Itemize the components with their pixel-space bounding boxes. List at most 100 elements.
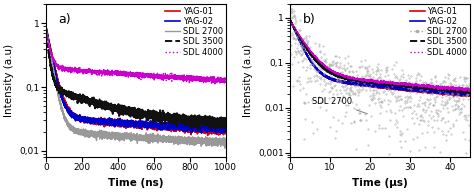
SDL 4000 [373, 80, 378, 83]
YAG-01 [365, 84, 370, 86]
SDL 4000 [453, 88, 458, 90]
SDL 2700 [120, 137, 126, 139]
YAG-02 [128, 122, 134, 125]
SDL 3500 [217, 120, 223, 122]
YAG-01 [209, 130, 214, 133]
SDL 4000 [118, 74, 124, 76]
YAG-01 [464, 95, 470, 98]
Y-axis label: Intensity (a.u): Intensity (a.u) [243, 44, 253, 117]
YAG-01 [418, 91, 424, 93]
SDL 4000 [287, 19, 293, 22]
YAG-02 [213, 132, 219, 134]
YAG-01 [205, 134, 210, 137]
SDL 2700 [371, 165, 376, 167]
Line: YAG-01: YAG-01 [290, 20, 470, 96]
YAG-01 [363, 84, 369, 86]
YAG-02 [120, 121, 126, 124]
X-axis label: Time (ns): Time (ns) [108, 178, 164, 188]
SDL 4000 [467, 89, 473, 91]
SDL 4000 [462, 88, 467, 90]
SDL 4000 [364, 79, 370, 81]
SDL 4000 [466, 90, 472, 93]
SDL 3500 [288, 20, 293, 22]
Line: YAG-02: YAG-02 [46, 27, 226, 133]
YAG-01 [453, 93, 458, 95]
SDL 4000 [128, 74, 134, 76]
SDL 3500 [363, 80, 369, 83]
SDL 2700 [208, 140, 214, 143]
YAG-02 [173, 127, 179, 130]
Text: b): b) [303, 13, 316, 26]
YAG-01 [217, 128, 223, 130]
YAG-01 [467, 94, 473, 97]
SDL 4000 [223, 78, 228, 80]
Text: a): a) [59, 13, 71, 26]
YAG-02 [467, 93, 473, 96]
SDL 4000 [208, 78, 214, 80]
SDL 3500 [173, 114, 179, 117]
SDL 3500 [287, 20, 293, 22]
SDL 2700 [309, 165, 315, 167]
SDL 3500 [462, 90, 467, 93]
Text: SDL 2700: SDL 2700 [312, 97, 367, 114]
Legend: YAG-01, YAG-02, SDL 2700, SDL 3500, SDL 4000: YAG-01, YAG-02, SDL 2700, SDL 3500, SDL … [409, 6, 468, 57]
SDL 3500 [373, 82, 378, 84]
YAG-02 [453, 92, 458, 94]
SDL 4000 [43, 28, 49, 30]
Line: YAG-02: YAG-02 [290, 20, 470, 95]
SDL 2700 [217, 137, 223, 139]
SDL 2700 [287, 44, 293, 46]
SDL 2700 [288, 3, 293, 5]
SDL 4000 [120, 74, 126, 77]
Line: SDL 3500: SDL 3500 [46, 30, 226, 130]
SDL 2700 [289, 165, 295, 167]
YAG-02 [287, 19, 293, 21]
SDL 2700 [128, 134, 134, 136]
YAG-01 [120, 121, 126, 123]
X-axis label: Time (μs): Time (μs) [352, 178, 408, 188]
SDL 4000 [363, 79, 368, 81]
Line: SDL 3500: SDL 3500 [290, 21, 470, 93]
SDL 3500 [128, 113, 134, 116]
SDL 3500 [120, 106, 126, 108]
SDL 2700 [367, 165, 373, 167]
SDL 3500 [461, 92, 467, 94]
SDL 4000 [418, 84, 424, 87]
SDL 2700 [467, 165, 473, 167]
SDL 3500 [467, 90, 473, 93]
SDL 2700 [223, 145, 228, 148]
YAG-02 [363, 84, 369, 87]
SDL 2700 [118, 134, 124, 137]
SDL 3500 [43, 29, 49, 31]
SDL 4000 [173, 78, 179, 80]
SDL 2700 [301, 165, 307, 167]
YAG-01 [287, 19, 293, 21]
YAG-02 [464, 94, 470, 97]
YAG-02 [217, 127, 223, 129]
YAG-02 [43, 26, 49, 28]
SDL 3500 [365, 81, 370, 83]
YAG-02 [223, 129, 228, 131]
Line: SDL 2700: SDL 2700 [46, 27, 226, 148]
Legend: YAG-01, YAG-02, SDL 2700, SDL 3500, SDL 4000: YAG-01, YAG-02, SDL 2700, SDL 3500, SDL … [164, 6, 224, 57]
YAG-02 [373, 84, 378, 86]
Y-axis label: Intensity (a.u): Intensity (a.u) [4, 44, 14, 117]
SDL 3500 [418, 86, 424, 88]
Line: SDL 4000: SDL 4000 [290, 21, 470, 91]
YAG-02 [418, 89, 424, 92]
YAG-01 [118, 120, 124, 122]
YAG-01 [223, 131, 228, 133]
YAG-02 [365, 84, 370, 86]
SDL 2700 [43, 26, 49, 28]
Line: YAG-01: YAG-01 [46, 27, 226, 135]
SDL 3500 [223, 119, 228, 122]
YAG-01 [287, 19, 293, 21]
YAG-02 [287, 19, 293, 21]
SDL 3500 [197, 128, 203, 131]
YAG-02 [462, 94, 467, 96]
Line: SDL 4000: SDL 4000 [46, 29, 226, 84]
YAG-01 [373, 85, 378, 87]
SDL 4000 [212, 83, 218, 86]
SDL 3500 [453, 89, 458, 91]
YAG-01 [462, 93, 467, 95]
